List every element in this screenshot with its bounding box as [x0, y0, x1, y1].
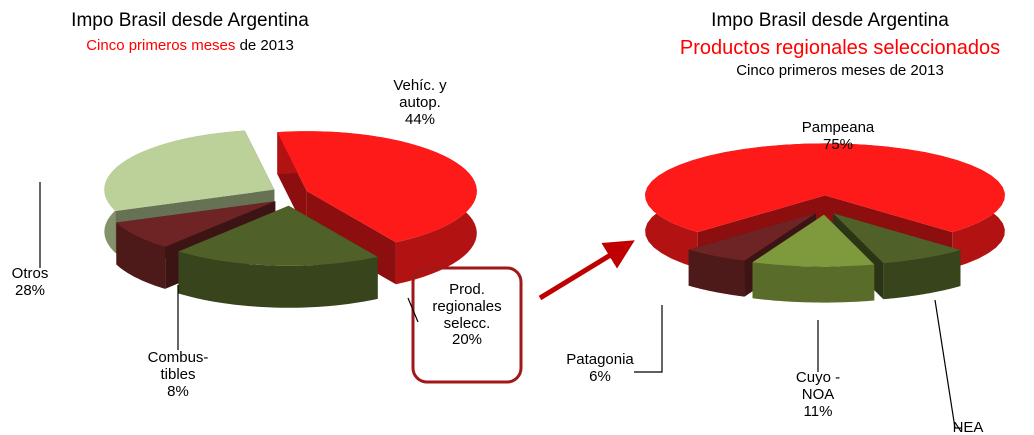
subtitle-rest: de 2013 [239, 37, 294, 54]
category-label: Otros [11, 265, 49, 282]
value-label: 6% [589, 367, 611, 385]
slice [116, 201, 276, 247]
data-label: Prod. regionales selecc. 20% [432, 281, 502, 349]
data-label: Combus- tibles 8% [147, 349, 209, 400]
value-label: 75% [822, 135, 854, 153]
data-label: Vehíc. y autop. 44% [393, 77, 447, 128]
value-label: 44% [404, 110, 436, 128]
subtitle: Cinco primeros meses de 2013 [40, 37, 340, 55]
data-label: Pampeana 75% [801, 119, 875, 154]
slice-side [688, 249, 745, 297]
title: Impo Brasil desde Argentina [71, 10, 309, 31]
category-label: NEA [952, 419, 984, 435]
subtitle: Productos regionales seleccionados [679, 37, 1001, 59]
data-label: Patagonia 6% [566, 351, 634, 386]
data-label: Cuyo - NOA 11% [795, 369, 841, 420]
slice [688, 212, 817, 261]
value-label: 8% [167, 382, 189, 400]
subtitle2: Cinco primeros meses de 2013 [736, 62, 944, 79]
slice [645, 143, 1005, 233]
slice [277, 131, 477, 243]
value-label: 11% [803, 402, 833, 420]
category-label: Patagonia [566, 351, 634, 368]
category-label: Vehíc. y autop. [393, 77, 447, 111]
slice-side [178, 251, 378, 308]
slice [104, 130, 275, 211]
subtitle-highlight: Cinco primeros meses [86, 37, 236, 54]
slice [178, 205, 378, 266]
slice-side [116, 222, 166, 289]
slice-side [883, 250, 961, 300]
data-label: Otros 28% [11, 265, 49, 300]
slice [752, 214, 875, 267]
category-label: Pampeana [801, 119, 875, 136]
slice [833, 213, 961, 264]
category-label: Combus- tibles [147, 349, 209, 383]
title: Impo Brasil desde Argentina [711, 10, 949, 31]
slice-side [752, 262, 875, 303]
data-label: NEA8% [952, 419, 984, 435]
category-label: Prod. regionales selecc. [432, 281, 502, 332]
value-label: 20% [451, 331, 483, 349]
leader-lines [39, 182, 962, 429]
value-label: 28% [14, 281, 46, 299]
callout-box [411, 266, 523, 384]
arrow [538, 240, 635, 301]
category-label: Cuyo - NOA [795, 369, 841, 403]
